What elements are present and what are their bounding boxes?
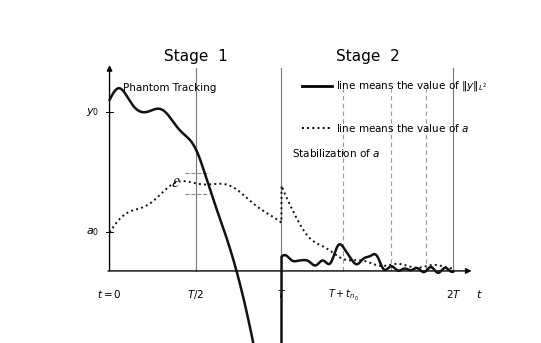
Text: line means the value of $\|y\|_{L^2}$: line means the value of $\|y\|_{L^2}$ (336, 79, 487, 93)
Text: Stabilization of $a$: Stabilization of $a$ (292, 147, 380, 159)
Text: $T+t_{n_0}$: $T+t_{n_0}$ (328, 288, 359, 303)
Text: $t$: $t$ (477, 288, 483, 300)
Text: line means the value of $a$: line means the value of $a$ (336, 122, 469, 134)
Text: $2T$: $2T$ (446, 288, 461, 300)
Text: $T/2$: $T/2$ (187, 288, 204, 301)
Text: Phantom Tracking: Phantom Tracking (123, 83, 217, 93)
Text: Stage  1: Stage 1 (163, 49, 227, 64)
Text: $t=0$: $t=0$ (97, 288, 122, 300)
Text: $y_0$: $y_0$ (86, 106, 99, 118)
Text: $\mathcal{E}$: $\mathcal{E}$ (171, 177, 181, 190)
Text: Stage  2: Stage 2 (335, 49, 399, 64)
Text: $a_0$: $a_0$ (86, 226, 99, 238)
Text: $T$: $T$ (277, 288, 286, 300)
